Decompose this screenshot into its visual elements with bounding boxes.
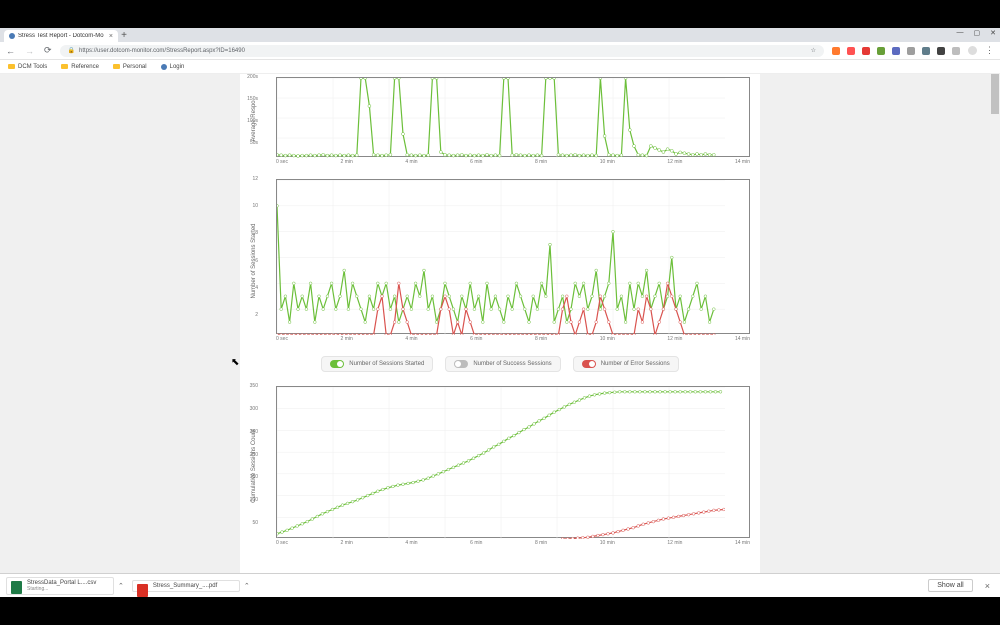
close-shelf-icon[interactable]: × xyxy=(981,581,994,591)
file-icon xyxy=(11,581,22,594)
plot-area xyxy=(276,386,750,538)
menu-icon[interactable]: ⋮ xyxy=(985,45,994,56)
tab-close-icon[interactable]: × xyxy=(109,33,113,40)
bookmark-item[interactable]: DCM Tools xyxy=(8,64,47,70)
plot-area xyxy=(276,77,750,157)
bookmark-label: Login xyxy=(170,64,185,70)
chevron-up-icon[interactable]: ⌃ xyxy=(118,582,124,590)
folder-icon xyxy=(8,64,15,69)
report-page: Average Respo50s100s150s200s0 sec2 min4 … xyxy=(240,74,760,573)
letterbox-top xyxy=(0,0,1000,28)
tab-strip: Stress Test Report - Dotcom-Mo × + — ▢ ✕ xyxy=(0,28,1000,42)
bookmark-item[interactable]: Reference xyxy=(61,64,99,70)
close-button[interactable]: ✕ xyxy=(990,29,996,37)
tab-title: Stress Test Report - Dotcom-Mo xyxy=(18,33,106,39)
extension-icon[interactable] xyxy=(952,47,960,55)
legend-item[interactable]: Number of Error Sessions xyxy=(573,356,679,372)
folder-icon xyxy=(61,64,68,69)
legend-label: Number of Success Sessions xyxy=(473,361,551,367)
legend-toggle[interactable] xyxy=(582,360,596,368)
extension-icon[interactable] xyxy=(862,47,870,55)
folder-icon xyxy=(113,64,120,69)
profile-avatar[interactable] xyxy=(968,46,977,55)
chart-legend: Number of Sessions Started Number of Succ… xyxy=(250,356,750,372)
download-status: Starting... xyxy=(27,586,107,592)
file-icon xyxy=(137,584,148,597)
legend-label: Number of Error Sessions xyxy=(601,361,670,367)
sessions-started-chart: Number of Sessions Started246810120 sec2… xyxy=(250,179,750,342)
download-shelf: StressData_Portal L....csvStarting... ⌃ St… xyxy=(0,573,1000,597)
extension-icon[interactable] xyxy=(832,47,840,55)
scrollbar-track[interactable] xyxy=(990,74,1000,573)
bookmarks-bar: DCM Tools Reference Personal Login xyxy=(0,60,1000,74)
plot-area xyxy=(276,179,750,334)
minimize-button[interactable]: — xyxy=(957,29,964,37)
x-ticks: 0 sec2 min4 min6 min8 min10 min12 min14 … xyxy=(276,159,750,165)
letterbox-bottom xyxy=(0,597,1000,625)
back-button[interactable]: ← xyxy=(6,46,15,56)
legend-toggle[interactable] xyxy=(330,360,344,368)
legend-item[interactable]: Number of Success Sessions xyxy=(445,356,560,372)
lock-icon: 🔒 xyxy=(68,47,75,54)
bookmark-item[interactable]: Login xyxy=(161,64,185,70)
download-filename: Stress_Summary_....pdf xyxy=(153,583,233,589)
avg-response-chart: Average Respo50s100s150s200s0 sec2 min4 … xyxy=(250,77,750,165)
tab-favicon xyxy=(9,33,15,39)
cumulative-sessions-chart: Cumulative Sessions Count501001502002503… xyxy=(250,386,750,546)
y-axis-label: Cumulative Sessions Count xyxy=(251,429,257,503)
viewport: Average Respo50s100s150s200s0 sec2 min4 … xyxy=(0,74,1000,573)
legend-item[interactable]: Number of Sessions Started xyxy=(321,356,433,372)
url-text: https://user.dotcom-monitor.com/StressRe… xyxy=(79,48,245,54)
legend-toggle[interactable] xyxy=(454,360,468,368)
bookmark-label: Personal xyxy=(123,64,147,70)
extension-icon[interactable] xyxy=(907,47,915,55)
extension-icon[interactable] xyxy=(847,47,855,55)
extension-icon[interactable] xyxy=(922,47,930,55)
bookmark-label: Reference xyxy=(71,64,99,70)
download-item[interactable]: StressData_Portal L....csvStarting... xyxy=(6,577,114,595)
bookmark-label: DCM Tools xyxy=(18,64,47,70)
favicon-icon xyxy=(161,64,167,70)
browser-toolbar: ← → ⟳ 🔒 https://user.dotcom-monitor.com/… xyxy=(0,42,1000,60)
browser-tab[interactable]: Stress Test Report - Dotcom-Mo × xyxy=(4,30,118,42)
forward-button[interactable]: → xyxy=(25,46,34,56)
mouse-cursor: ⬉ xyxy=(231,357,239,368)
window-controls: — ▢ ✕ xyxy=(957,29,997,37)
x-ticks: 0 sec2 min4 min6 min8 min10 min12 min14 … xyxy=(276,336,750,342)
scrollbar-thumb[interactable] xyxy=(991,74,999,114)
x-ticks: 0 sec2 min4 min6 min8 min10 min12 min14 … xyxy=(276,540,750,546)
extension-icon[interactable] xyxy=(877,47,885,55)
extension-icons xyxy=(832,47,960,55)
extension-icon[interactable] xyxy=(892,47,900,55)
legend-label: Number of Sessions Started xyxy=(349,361,424,367)
download-item[interactable]: Stress_Summary_....pdf xyxy=(132,580,240,592)
reload-button[interactable]: ⟳ xyxy=(44,45,52,56)
chevron-up-icon[interactable]: ⌃ xyxy=(244,582,250,590)
show-all-button[interactable]: Show all xyxy=(928,579,972,592)
address-bar[interactable]: 🔒 https://user.dotcom-monitor.com/Stress… xyxy=(60,45,824,57)
star-icon[interactable]: ☆ xyxy=(811,47,816,54)
bookmark-item[interactable]: Personal xyxy=(113,64,147,70)
maximize-button[interactable]: ▢ xyxy=(974,29,981,37)
browser-window: Stress Test Report - Dotcom-Mo × + — ▢ ✕… xyxy=(0,28,1000,597)
new-tab-button[interactable]: + xyxy=(118,30,130,42)
extension-icon[interactable] xyxy=(937,47,945,55)
